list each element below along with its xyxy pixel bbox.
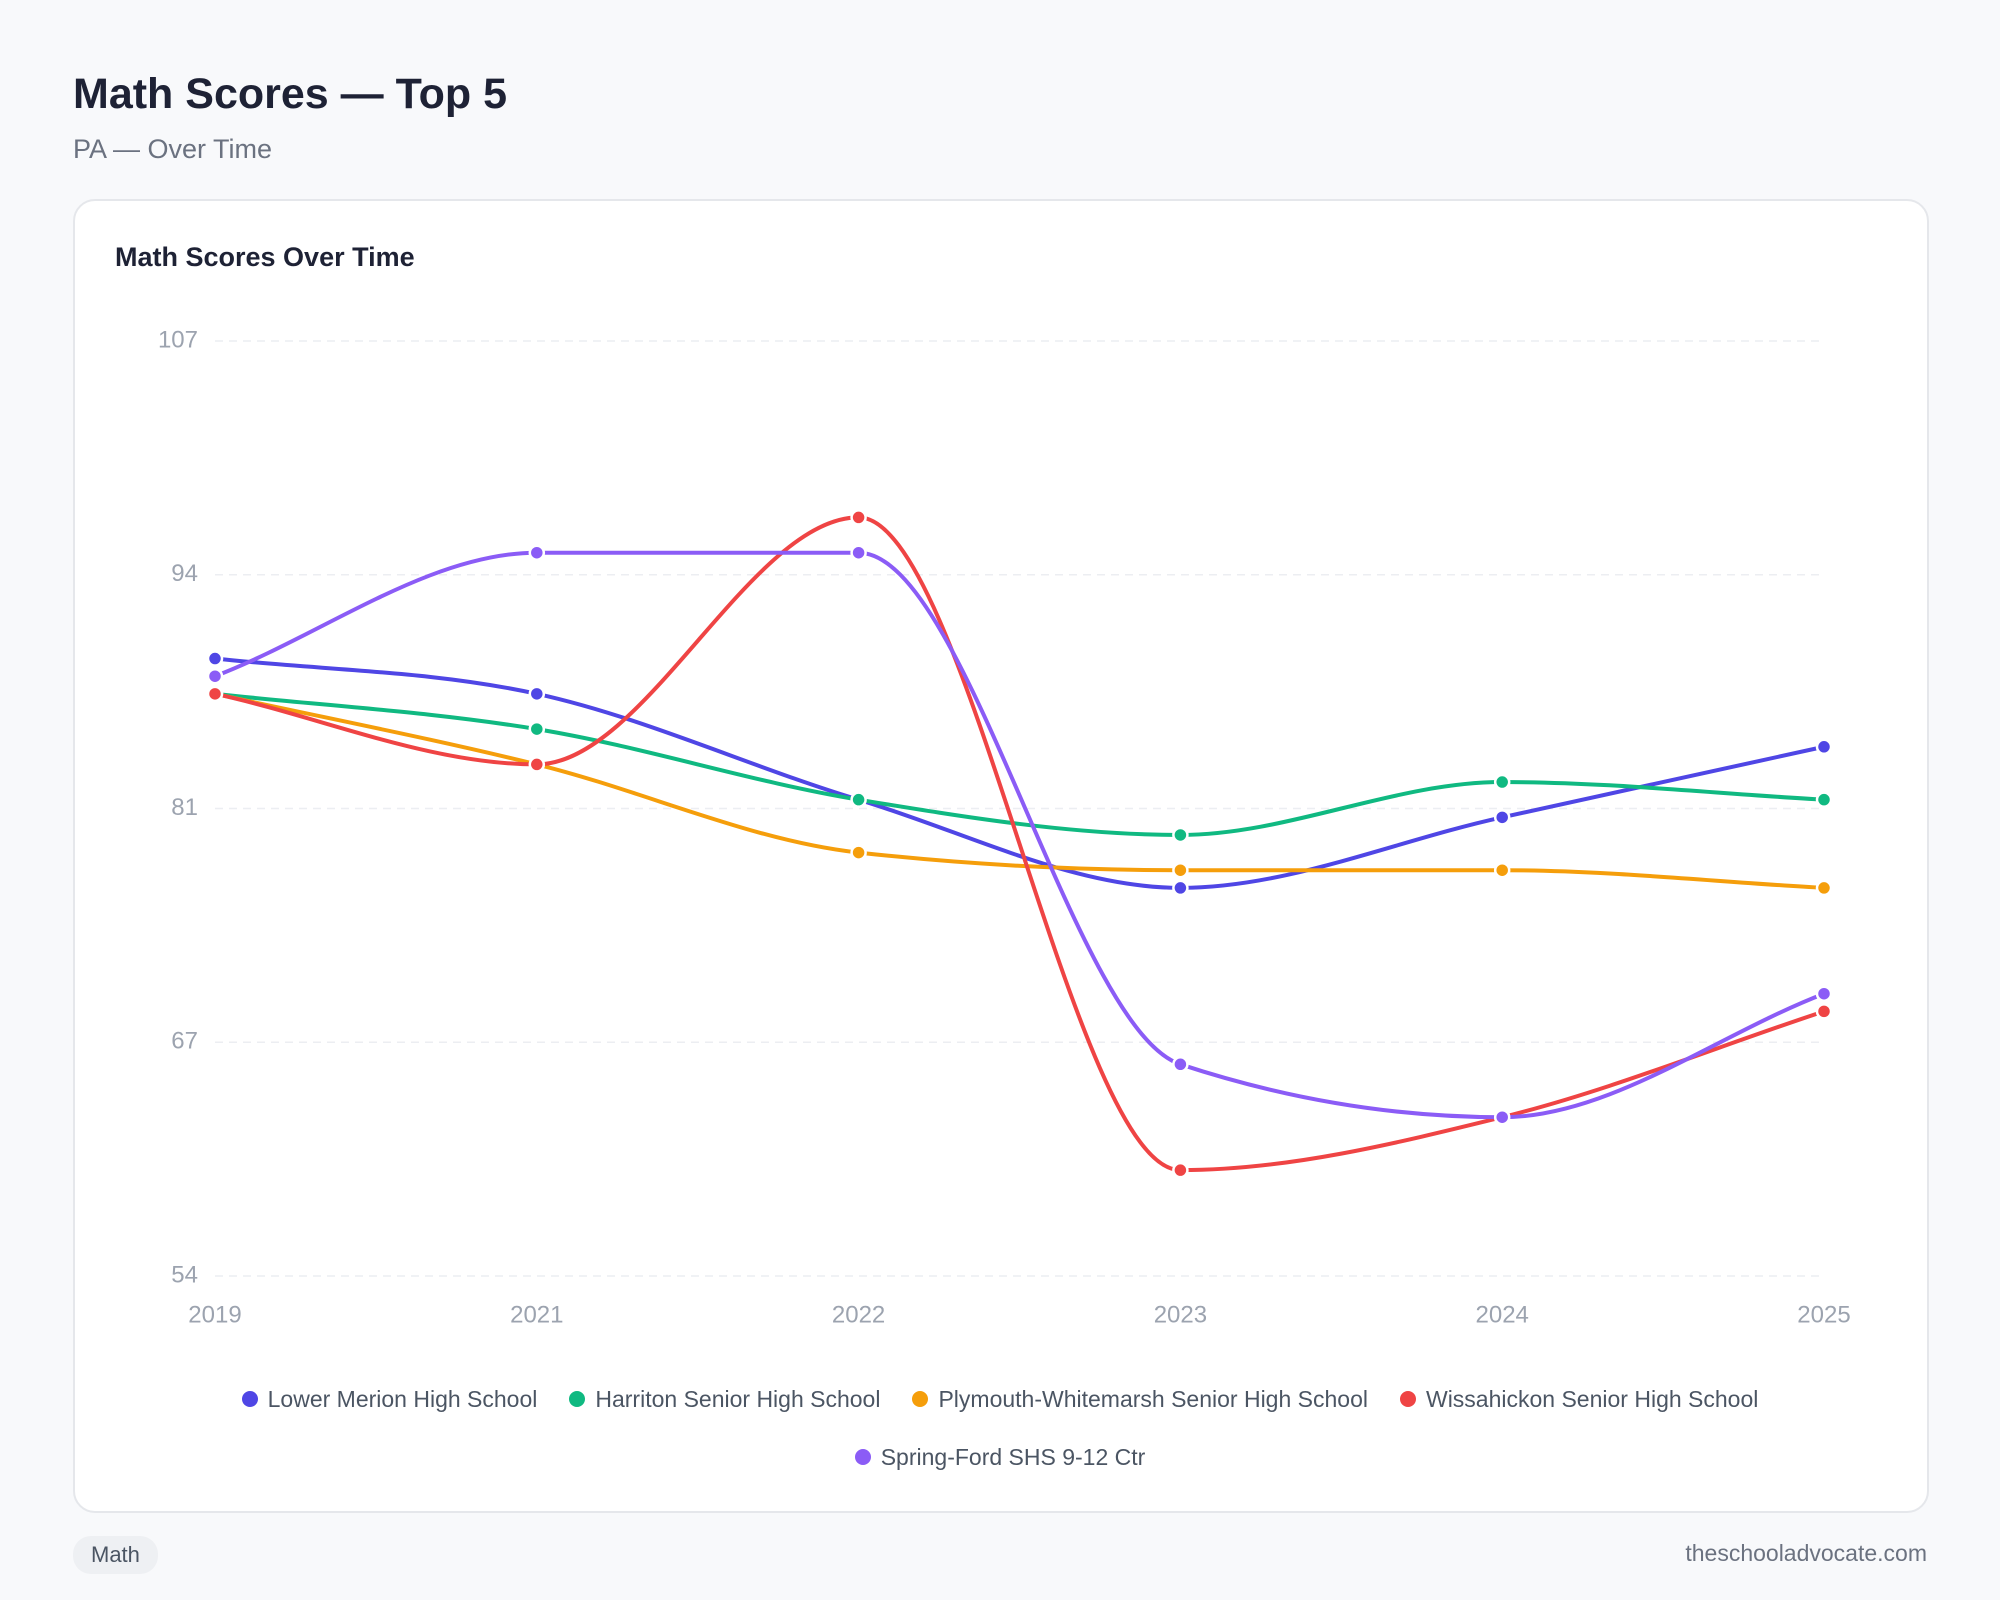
tag: Math	[73, 1536, 158, 1574]
legend-swatch	[1399, 1391, 1416, 1407]
x-tick-label: 2024	[1476, 1301, 1529, 1328]
data-point	[206, 667, 224, 685]
series-line	[214, 691, 1825, 837]
x-tick-label: 2023	[1154, 1301, 1207, 1328]
x-tick-label: 2022	[832, 1301, 885, 1328]
data-point	[1172, 826, 1189, 844]
data-point	[1172, 1161, 1189, 1179]
x-tick-label: 2025	[1797, 1301, 1850, 1328]
legend-swatch	[854, 1449, 871, 1465]
y-tick-label: 67	[171, 1028, 198, 1055]
legend-label: Spring-Ford SHS 9-12 Ctr	[880, 1443, 1146, 1470]
data-point	[1815, 1003, 1833, 1020]
data-point	[1493, 809, 1511, 826]
page-subtitle: PA — Over Time	[73, 134, 273, 164]
legend: Lower Merion High School Harriton Senior …	[200, 1380, 1800, 1476]
data-point	[1493, 1108, 1511, 1126]
y-tick-label: 94	[171, 560, 198, 587]
data-point	[528, 756, 546, 773]
legend-item[interactable]: Wissahickon Senior High School	[1399, 1380, 1759, 1418]
data-point	[1493, 861, 1511, 879]
legend-swatch	[912, 1391, 929, 1407]
series-line	[214, 656, 1825, 890]
legend-label: Lower Merion High School	[267, 1385, 538, 1412]
legend-item[interactable]: Plymouth-Whitemarsh Senior High School	[912, 1380, 1368, 1418]
series-line	[214, 515, 1825, 1173]
legend-label: Wissahickon Senior High School	[1425, 1385, 1759, 1412]
legend-item[interactable]: Spring-Ford SHS 9-12 Ctr	[854, 1438, 1146, 1476]
legend-item[interactable]: Harriton Senior High School	[569, 1380, 880, 1418]
data-point	[850, 544, 867, 561]
y-tick-label: 81	[171, 794, 198, 821]
data-point	[1172, 879, 1189, 897]
legend-swatch	[241, 1391, 258, 1407]
legend-swatch	[569, 1391, 586, 1407]
series-line	[214, 691, 1825, 890]
legend-item[interactable]: Lower Merion High School	[241, 1380, 538, 1418]
y-tick-label: 54	[171, 1261, 198, 1288]
data-point	[1815, 879, 1833, 897]
data-point	[1172, 861, 1189, 879]
data-point	[850, 791, 867, 808]
data-point	[528, 685, 546, 703]
x-tick-label: 2021	[510, 1301, 563, 1328]
data-point	[1493, 773, 1511, 791]
data-point	[850, 844, 867, 861]
data-point	[528, 720, 546, 738]
source: theschooladvocate.com	[1685, 1540, 1927, 1566]
page-title: Math Scores — Top 5	[73, 70, 508, 118]
data-point	[528, 544, 546, 561]
y-tick-label: 107	[158, 326, 198, 353]
data-point	[1172, 1056, 1189, 1073]
series-line	[214, 550, 1825, 1120]
data-point	[1815, 791, 1833, 808]
x-tick-label: 2019	[188, 1301, 241, 1328]
data-point	[1815, 985, 1833, 1002]
chart-title: Math Scores Over Time	[115, 242, 415, 272]
data-point	[1815, 738, 1833, 756]
legend-label: Harriton Senior High School	[595, 1385, 881, 1412]
data-point	[206, 650, 224, 667]
data-point	[850, 509, 867, 526]
chart-card	[73, 199, 1929, 1513]
data-point	[206, 685, 224, 703]
legend-label: Plymouth-Whitemarsh Senior High School	[938, 1385, 1368, 1412]
